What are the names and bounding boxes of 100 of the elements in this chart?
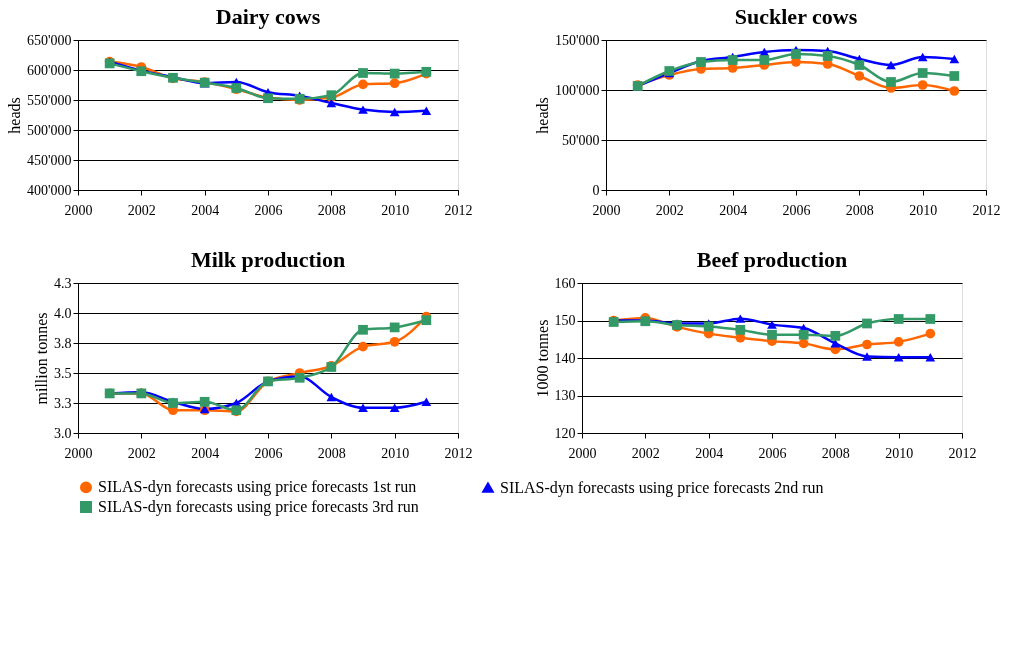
- point: [389, 322, 400, 333]
- point: [925, 314, 936, 324]
- point: [703, 321, 714, 332]
- x-tick-label: 2012: [444, 445, 473, 461]
- x-tick-label: 2012: [948, 445, 977, 461]
- y-tick-label: 500'000: [26, 122, 72, 138]
- x-tick-label: 2008: [317, 445, 346, 461]
- x-tick-label: 2002: [655, 202, 684, 218]
- x-tick-label: 2000: [64, 445, 93, 461]
- x-tick-label: 2004: [695, 445, 724, 461]
- point: [389, 78, 400, 89]
- y-axis-title: heads: [533, 97, 551, 134]
- y-tick-label: 3.0: [54, 425, 72, 441]
- point: [886, 60, 896, 70]
- point: [358, 79, 368, 90]
- point: [767, 329, 777, 340]
- y-tick-label: 130: [554, 388, 576, 403]
- y-tick-label: 400'000: [26, 182, 72, 198]
- y-tick-label: 600'000: [26, 62, 72, 78]
- x-tick-label: 2004: [719, 202, 748, 218]
- point: [854, 71, 865, 81]
- y-tick-label: 3.5: [54, 365, 72, 381]
- y-axis-title: heads: [5, 97, 23, 134]
- point: [886, 77, 896, 87]
- legend-label: SILAS-dyn forecasts using price forecasts 3rd run: [98, 498, 419, 516]
- point: [830, 339, 841, 348]
- x-tick-label: 2000: [592, 202, 621, 218]
- chart-title: Beef production: [696, 247, 848, 272]
- x-tick-label: 2002: [127, 445, 156, 461]
- point: [389, 336, 400, 347]
- point: [917, 80, 928, 90]
- point: [358, 403, 368, 413]
- y-tick-label: 140: [554, 350, 576, 366]
- y-tick-label: 4.3: [54, 275, 72, 291]
- point: [358, 324, 368, 335]
- x-tick-label: 2008: [821, 445, 850, 461]
- point: [735, 314, 746, 323]
- x-tick-label: 2004: [191, 445, 220, 461]
- point: [949, 71, 960, 81]
- point: [389, 107, 400, 117]
- x-tick-label: 2002: [127, 202, 156, 218]
- x-tick-label: 2010: [909, 202, 938, 218]
- point: [326, 392, 337, 402]
- point: [893, 314, 904, 324]
- x-tick-label: 2008: [845, 202, 874, 218]
- y-tick-label: 50'000: [561, 132, 600, 148]
- x-tick-label: 2006: [254, 445, 283, 461]
- point: [791, 49, 801, 59]
- y-tick-label: 100'000: [554, 82, 600, 98]
- y-tick-label: 3.8: [54, 335, 72, 351]
- y-tick-label: 150'000: [554, 32, 600, 48]
- x-tick-label: 2006: [782, 202, 811, 218]
- y-tick-label: 150: [554, 313, 576, 328]
- x-tick-label: 2012: [444, 202, 473, 218]
- y-tick-label: 3.3: [54, 395, 72, 411]
- y-axis-title: 1000 tonnes: [533, 319, 551, 398]
- point: [862, 318, 872, 329]
- x-tick-label: 2002: [631, 445, 660, 461]
- point: [854, 60, 865, 70]
- y-tick-label: 550'000: [26, 92, 72, 108]
- x-tick-label: 2012: [972, 202, 1001, 218]
- point: [917, 52, 928, 62]
- x-tick-label: 2000: [64, 202, 93, 218]
- y-tick-label: 160: [554, 275, 576, 291]
- point: [358, 68, 368, 78]
- point: [759, 55, 770, 65]
- chart-title: Suckler cows: [734, 4, 858, 29]
- point: [358, 341, 368, 352]
- point: [925, 353, 936, 362]
- point: [925, 328, 936, 339]
- x-tick-label: 2010: [381, 202, 410, 218]
- y-tick-label: 450'000: [26, 152, 72, 168]
- point: [893, 353, 904, 362]
- point: [421, 315, 432, 326]
- y-tick-label: 0: [592, 182, 600, 198]
- point: [917, 68, 928, 78]
- point: [358, 105, 368, 114]
- chart-title: Milk production: [190, 247, 346, 272]
- point: [862, 352, 872, 361]
- point: [421, 397, 432, 407]
- x-tick-label: 2000: [568, 445, 597, 461]
- point: [949, 86, 960, 96]
- point: [830, 331, 841, 341]
- x-tick-label: 2010: [381, 445, 410, 461]
- point: [949, 54, 960, 64]
- point: [862, 339, 872, 350]
- point: [767, 320, 777, 329]
- point: [735, 325, 746, 335]
- y-tick-label: 120: [554, 425, 576, 441]
- y-tick-label: 4.0: [54, 305, 72, 321]
- x-tick-label: 2004: [191, 202, 220, 218]
- point: [199, 396, 210, 407]
- y-axis-title: million tonnes: [33, 312, 50, 405]
- legend-label: SILAS-dyn forecasts using price forecasts 2nd run: [500, 478, 824, 497]
- x-tick-label: 2008: [317, 202, 346, 218]
- point: [893, 337, 904, 347]
- chart-title: Dairy cows: [215, 4, 321, 29]
- x-tick-label: 2006: [254, 202, 283, 218]
- point: [822, 51, 833, 61]
- point: [421, 106, 432, 116]
